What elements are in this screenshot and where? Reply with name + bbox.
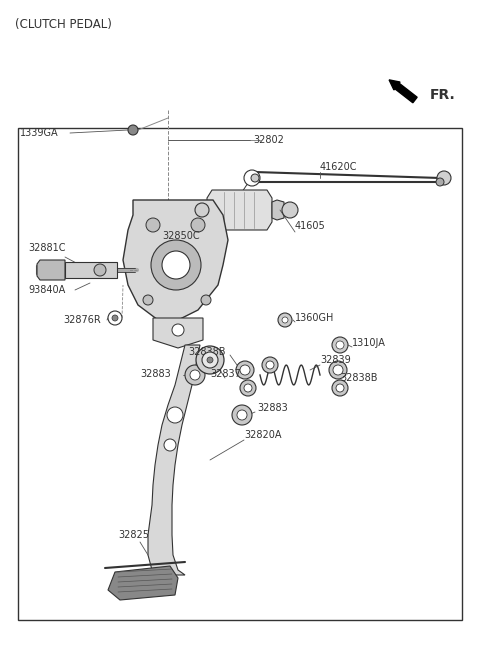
Circle shape xyxy=(244,384,252,392)
Circle shape xyxy=(164,439,176,451)
Text: 32876R: 32876R xyxy=(63,315,101,325)
Text: 32837: 32837 xyxy=(210,369,241,379)
Circle shape xyxy=(167,407,183,423)
Text: 32883: 32883 xyxy=(257,403,288,413)
Text: 32838B: 32838B xyxy=(188,347,226,357)
Circle shape xyxy=(201,295,211,305)
Polygon shape xyxy=(108,566,178,600)
Circle shape xyxy=(143,295,153,305)
Circle shape xyxy=(336,341,344,349)
Circle shape xyxy=(240,380,256,396)
Circle shape xyxy=(162,251,190,279)
Circle shape xyxy=(146,218,160,232)
Text: 1310JA: 1310JA xyxy=(352,338,386,348)
Circle shape xyxy=(172,324,184,336)
Circle shape xyxy=(94,264,106,276)
Circle shape xyxy=(112,315,118,321)
Polygon shape xyxy=(148,345,200,575)
Circle shape xyxy=(196,346,224,374)
Text: 1339GA: 1339GA xyxy=(20,128,59,138)
Circle shape xyxy=(333,365,343,375)
Circle shape xyxy=(251,174,259,182)
Circle shape xyxy=(329,361,347,379)
Circle shape xyxy=(336,384,344,392)
Polygon shape xyxy=(65,262,117,278)
Circle shape xyxy=(244,170,260,186)
Text: (CLUTCH PEDAL): (CLUTCH PEDAL) xyxy=(15,18,112,31)
Text: 32850C: 32850C xyxy=(162,231,200,241)
Polygon shape xyxy=(272,200,284,220)
Text: 93840A: 93840A xyxy=(28,285,65,295)
Circle shape xyxy=(236,361,254,379)
Circle shape xyxy=(108,311,122,325)
FancyArrow shape xyxy=(389,80,417,103)
Bar xyxy=(18,128,462,620)
Circle shape xyxy=(282,202,298,218)
Circle shape xyxy=(190,370,200,380)
Circle shape xyxy=(262,357,278,373)
Circle shape xyxy=(207,357,213,363)
Circle shape xyxy=(282,317,288,323)
Circle shape xyxy=(332,337,348,353)
Circle shape xyxy=(191,218,205,232)
Text: 32825: 32825 xyxy=(118,530,149,540)
Polygon shape xyxy=(123,200,228,320)
Circle shape xyxy=(151,240,201,290)
Polygon shape xyxy=(153,318,203,348)
Circle shape xyxy=(266,361,274,369)
Text: 32881C: 32881C xyxy=(28,243,65,253)
Circle shape xyxy=(332,380,348,396)
Text: FR.: FR. xyxy=(430,88,456,102)
Circle shape xyxy=(232,405,252,425)
Polygon shape xyxy=(37,260,65,280)
Circle shape xyxy=(237,410,247,420)
Text: 32839: 32839 xyxy=(320,355,351,365)
Text: 32883: 32883 xyxy=(140,369,171,379)
Circle shape xyxy=(128,125,138,135)
Polygon shape xyxy=(207,190,272,230)
Text: 41605: 41605 xyxy=(295,221,326,231)
Circle shape xyxy=(195,203,209,217)
Circle shape xyxy=(437,171,451,185)
Text: 32802: 32802 xyxy=(253,135,284,145)
Text: 32820A: 32820A xyxy=(244,430,281,440)
Circle shape xyxy=(202,352,218,368)
Text: 41620C: 41620C xyxy=(320,162,358,172)
Circle shape xyxy=(185,365,205,385)
Text: 32838B: 32838B xyxy=(340,373,377,383)
Circle shape xyxy=(240,365,250,375)
Circle shape xyxy=(278,313,292,327)
Circle shape xyxy=(436,178,444,186)
Text: 1360GH: 1360GH xyxy=(295,313,335,323)
